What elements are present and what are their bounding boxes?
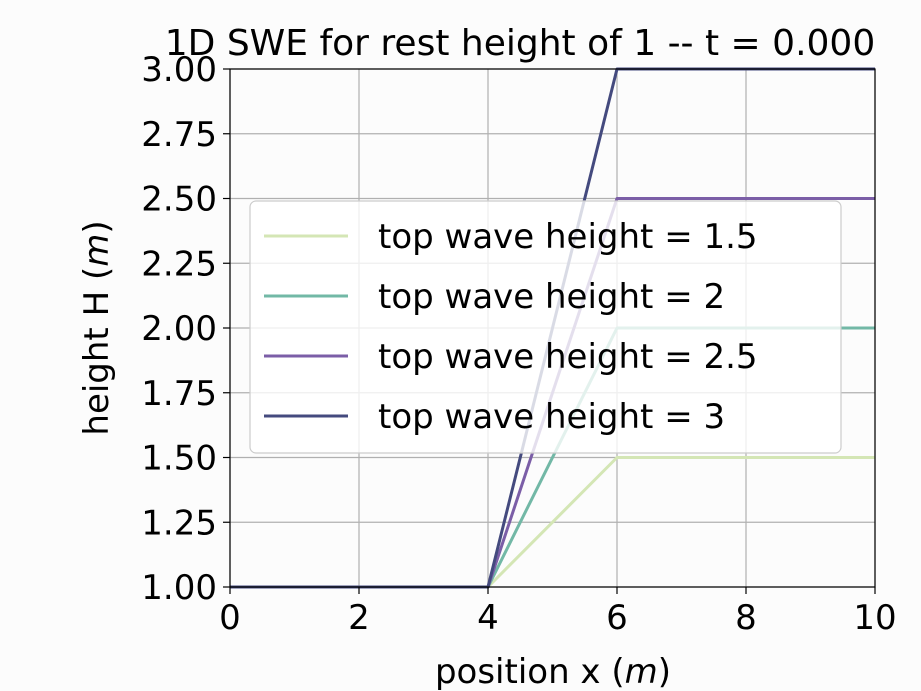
y-axis-label: height H (m): [77, 220, 117, 435]
legend-label-0: top wave height = 1.5: [378, 217, 758, 257]
x-tick-label: 6: [606, 598, 628, 638]
y-tick-label: 2.00: [141, 309, 217, 349]
y-tick-label: 1.50: [141, 439, 217, 479]
y-tick-label: 1.75: [141, 374, 217, 414]
y-tick-label: 2.50: [141, 180, 217, 220]
y-tick-label: 1.00: [141, 568, 217, 608]
legend-label-2: top wave height = 2.5: [378, 337, 758, 377]
legend-label-3: top wave height = 3: [378, 397, 725, 437]
chart-title: 1D SWE for rest height of 1 -- t = 0.000: [165, 23, 875, 64]
x-tick-label: 2: [348, 598, 370, 638]
y-tick-label: 2.25: [141, 244, 217, 284]
ticks: 0 2 4 6 8 10 1.00 1.25 1.50 1.75 2.00 2.25 2.50 2.75 3…: [141, 50, 896, 638]
x-axis-label: position x (m): [435, 652, 671, 691]
legend: top wave height = 1.5 top wave height = 2…: [249, 200, 842, 454]
y-tick-label: 2.75: [141, 115, 217, 155]
y-tick-label: 1.25: [141, 503, 217, 543]
legend-label-1: top wave height = 2: [378, 277, 725, 317]
legend-box: [249, 200, 842, 454]
x-tick-label: 0: [219, 598, 241, 638]
y-tick-label: 3.00: [141, 50, 217, 90]
x-tick-label: 4: [477, 598, 499, 638]
x-tick-label: 8: [735, 598, 757, 638]
x-tick-label: 10: [853, 598, 896, 638]
